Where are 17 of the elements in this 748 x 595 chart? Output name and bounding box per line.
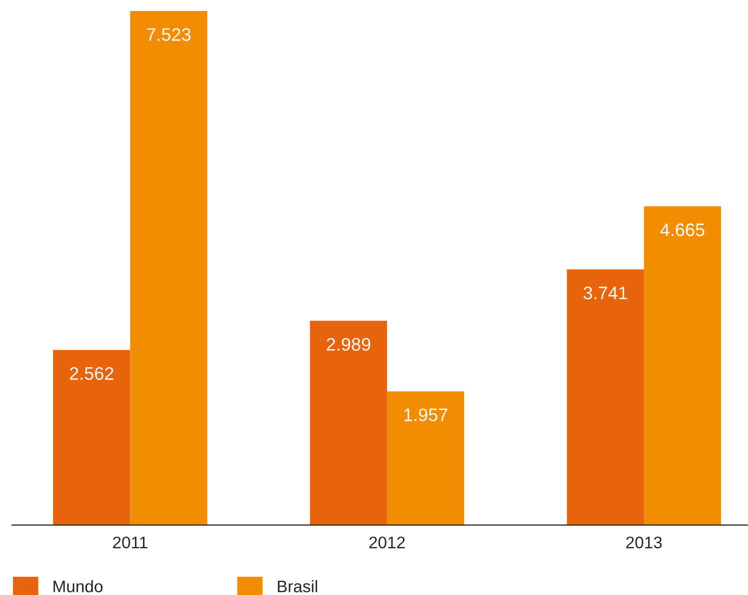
legend-label: Mundo [54, 580, 103, 592]
data-label: 2.989 [326, 338, 370, 351]
bar [387, 391, 464, 526]
bar [644, 206, 722, 526]
data-label: 3.741 [584, 286, 628, 300]
x-tick-label: 2012 [369, 536, 405, 548]
bar [566, 269, 644, 526]
data-label: 1.957 [404, 408, 448, 422]
bar [130, 11, 208, 526]
x-tick-label: 2011 [113, 536, 148, 548]
data-label: 4.665 [660, 223, 704, 236]
bar [53, 350, 130, 526]
data-label: 2.562 [70, 367, 114, 380]
bar [310, 320, 388, 526]
legend-label: Brasil [278, 580, 318, 592]
x-tick-label: 2013 [626, 536, 662, 548]
data-label: 7.523 [147, 28, 190, 41]
